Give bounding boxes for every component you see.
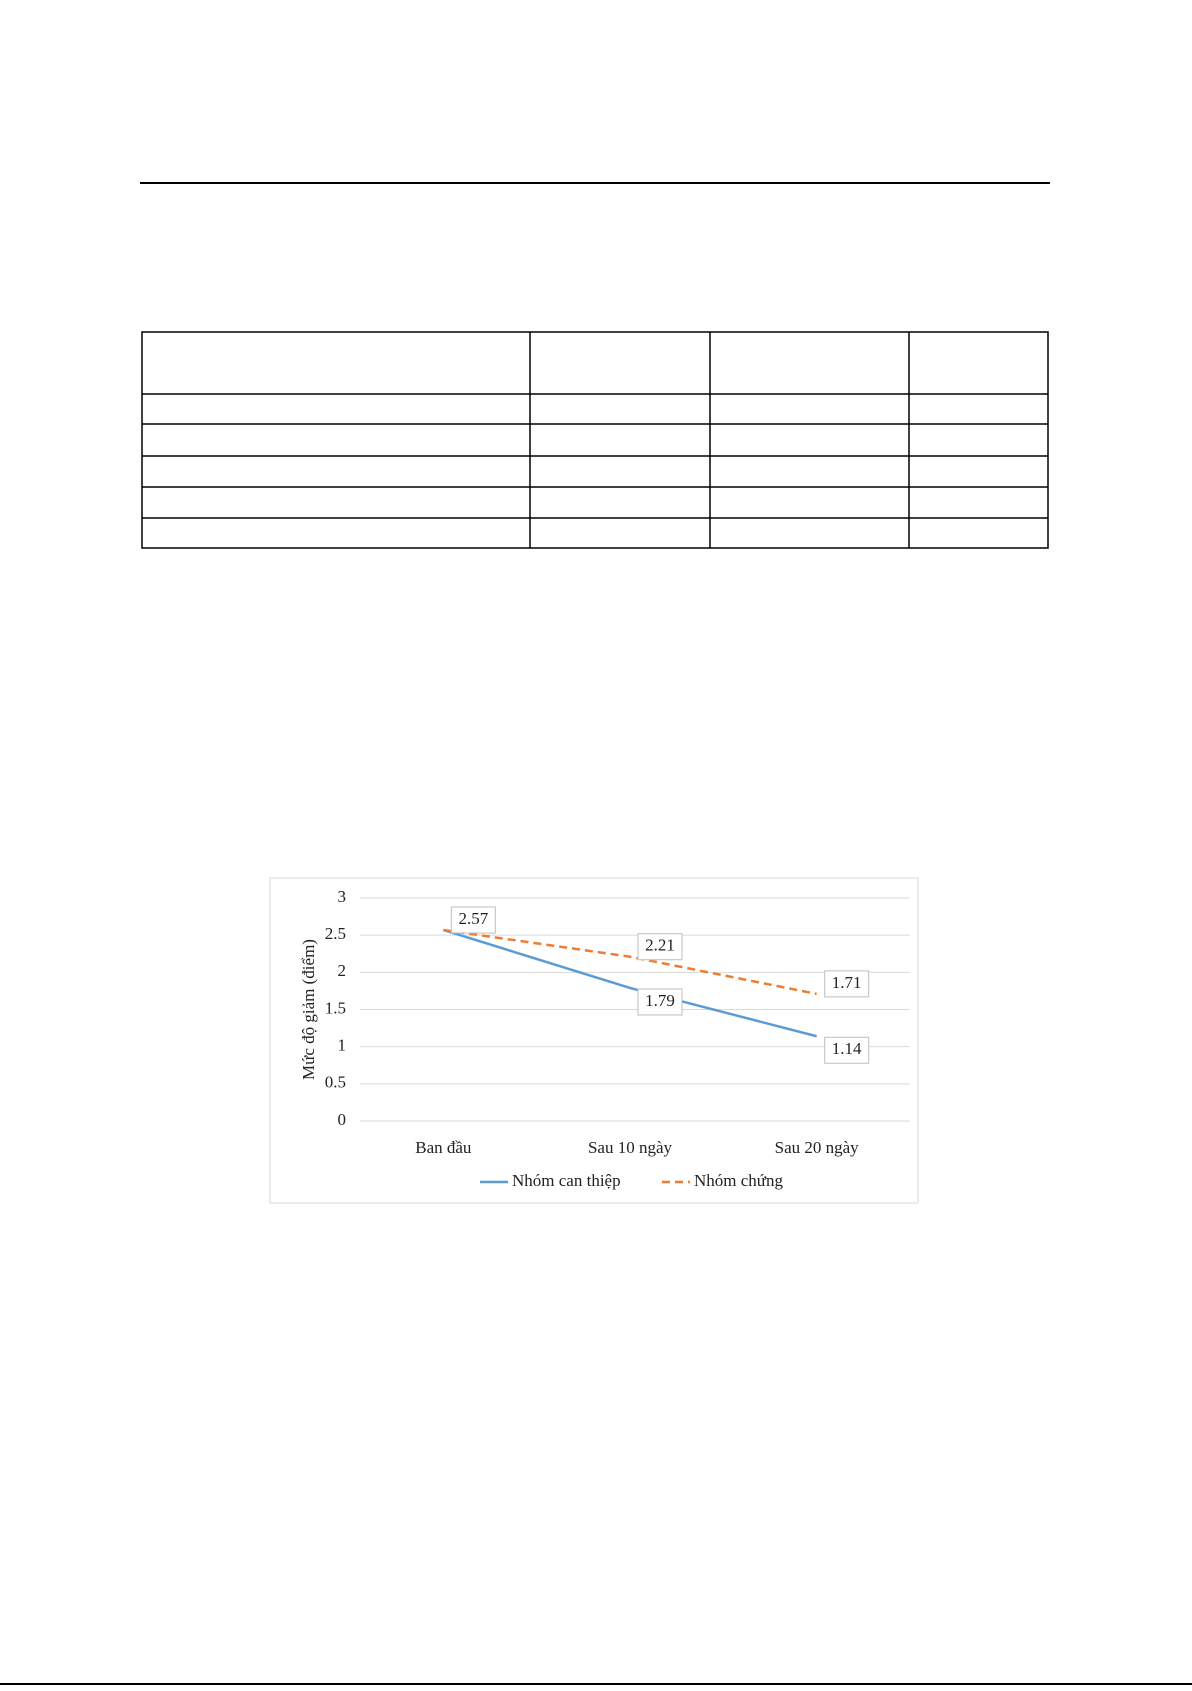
data-label-box [637,933,683,961]
legend-label: Nhóm chứng [694,1171,784,1190]
y-tick-label: 1 [338,1036,347,1055]
series-line [443,928,817,996]
y-tick-label: 2.5 [325,924,346,943]
x-tick-label: Sau 20 ngày [775,1138,860,1157]
data-label-box [450,906,496,934]
data-label-box [637,988,683,1016]
y-axis-label: Mức độ giảm (điểm) [299,939,318,1080]
data-label: 1.79 [645,991,675,1010]
y-tick-label: 0.5 [325,1073,346,1092]
legend-label: Nhóm can thiệp [512,1171,621,1190]
data-label: 1.71 [832,973,862,992]
data-label-box [824,1036,870,1064]
data-label: 2.21 [645,936,675,955]
data-label: 1.14 [832,1039,862,1058]
data-label: 2.57 [458,909,488,928]
empty-table [141,331,1049,549]
x-tick-label: Ban đầu [415,1138,472,1157]
chart: 0 0.5 1 1.5 2 2.5 3 Mức độ giảm (điểm) Ban đầu Sa… [299,887,910,1190]
y-tick-label: 3 [338,887,347,906]
chart-frame [269,877,919,1204]
x-tick-label: Sau 10 ngày [588,1138,673,1157]
y-tick-label: 1.5 [325,998,346,1017]
series-line [442,928,817,1038]
data-label-box [824,970,870,998]
y-tick-label: 0 [338,1110,347,1129]
table-border [141,331,1049,549]
y-tick-label: 2 [338,961,347,980]
